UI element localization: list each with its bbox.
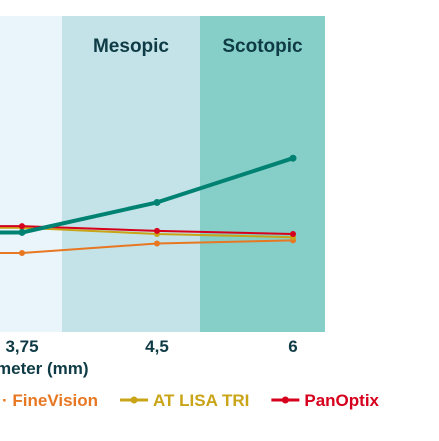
x-tick-label: 4,5 bbox=[145, 337, 169, 356]
series-line bbox=[0, 239, 294, 254]
data-point bbox=[153, 198, 161, 206]
legend-label: PanOptix bbox=[304, 391, 379, 410]
x-tick-label: 6 bbox=[288, 337, 297, 356]
zone-band bbox=[200, 16, 325, 332]
x-axis-label: meter (mm) bbox=[0, 359, 89, 378]
legend-swatch-dot bbox=[130, 396, 138, 404]
zone-band bbox=[0, 16, 62, 332]
zone-backgrounds bbox=[0, 16, 325, 332]
series-line bbox=[0, 156, 294, 235]
data-point bbox=[289, 154, 297, 162]
x-tick-label: 3,75 bbox=[5, 337, 38, 356]
series-line bbox=[0, 225, 294, 235]
legend-label: AT LISA TRI bbox=[153, 391, 249, 410]
data-point bbox=[290, 231, 296, 238]
zone-label: Scotopic bbox=[222, 36, 303, 57]
data-point bbox=[154, 227, 160, 234]
legend-swatch-dot bbox=[281, 396, 289, 404]
data-point bbox=[19, 223, 25, 230]
series-lines bbox=[0, 154, 297, 256]
data-point bbox=[18, 228, 26, 236]
legend-label: · FineVision bbox=[2, 391, 98, 410]
series-line bbox=[0, 226, 294, 239]
data-point bbox=[154, 240, 160, 247]
zone-band bbox=[62, 16, 200, 332]
zone-labels: Mesopic Scotopic bbox=[93, 36, 303, 57]
legend: · FineVision AT LISA TRI PanOptix bbox=[2, 391, 380, 410]
zone-label: Mesopic bbox=[93, 36, 169, 57]
x-axis-ticks: 3,75 4,5 6 bbox=[5, 337, 297, 356]
data-point bbox=[19, 250, 25, 256]
